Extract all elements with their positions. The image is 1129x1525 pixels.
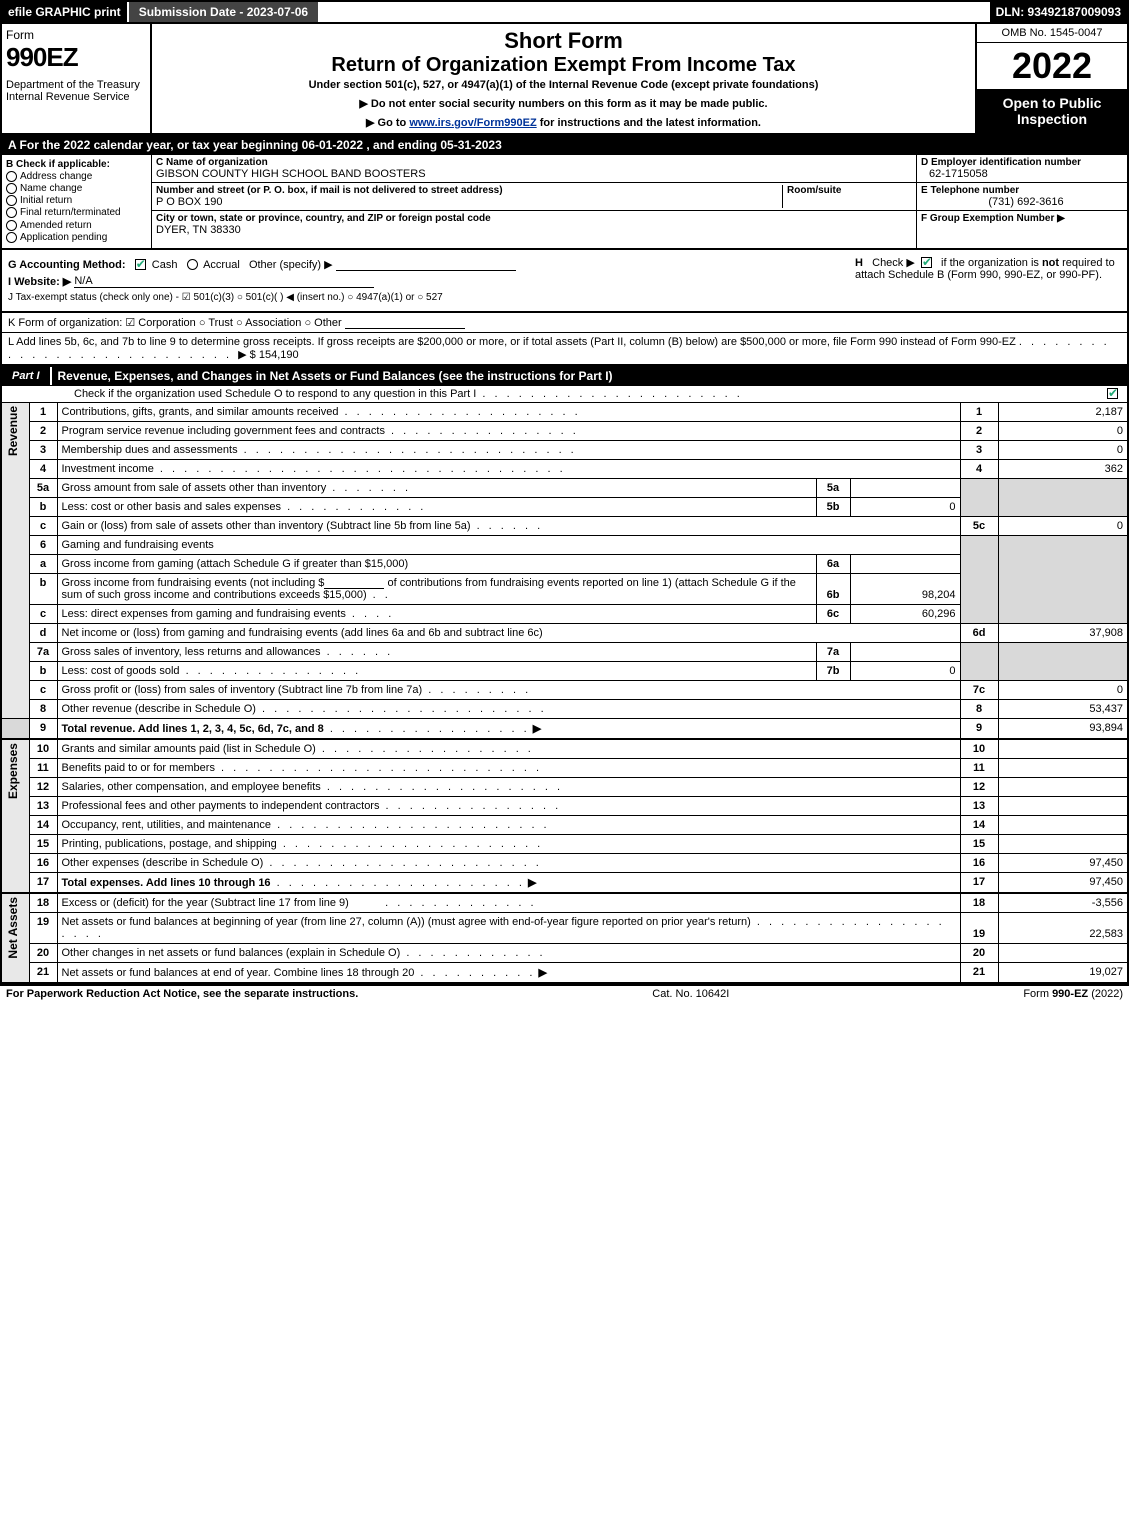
line-5c: c Gain or (loss) from sale of assets oth… <box>1 516 1128 535</box>
dept-label: Department of the Treasury Internal Reve… <box>6 79 146 103</box>
chk-amended-return[interactable]: Amended return <box>6 220 147 231</box>
e-phone: E Telephone number (731) 692-3616 <box>917 183 1127 211</box>
chk-address-change[interactable]: Address change <box>6 171 147 182</box>
line-2: 2 Program service revenue including gove… <box>1 421 1128 440</box>
line-7c: c Gross profit or (loss) from sales of i… <box>1 680 1128 699</box>
note-ssn: ▶ Do not enter social security numbers o… <box>158 97 969 110</box>
line-9: 9 Total revenue. Add lines 1, 2, 3, 4, 5… <box>1 718 1128 739</box>
chk-cash[interactable] <box>135 259 146 270</box>
line-6c: c Less: direct expenses from gaming and … <box>1 604 1128 623</box>
phone-value: (731) 692-3616 <box>921 196 1123 208</box>
line-4: 4 Investment income . . . . . . . . . . … <box>1 459 1128 478</box>
line-14: 14 Occupancy, rent, utilities, and maint… <box>1 815 1128 834</box>
side-netassets: Net Assets <box>6 897 20 959</box>
line-8: 8 Other revenue (describe in Schedule O)… <box>1 699 1128 718</box>
org-city: DYER, TN 38330 <box>156 224 912 236</box>
line-7b: b Less: cost of goods sold . . . . . . .… <box>1 661 1128 680</box>
line-21: 21 Net assets or fund balances at end of… <box>1 962 1128 983</box>
line-10: Expenses 10 Grants and similar amounts p… <box>1 739 1128 759</box>
line-6: 6 Gaming and fundraising events <box>1 535 1128 554</box>
section-bcdef: B Check if applicable: Address change Na… <box>0 155 1129 250</box>
org-street: P O BOX 190 <box>156 196 782 208</box>
f-group: F Group Exemption Number ▶ <box>917 211 1127 226</box>
line-6a: a Gross income from gaming (attach Sched… <box>1 554 1128 573</box>
form-number: 990EZ <box>6 42 146 73</box>
c-city-cell: City or town, state or province, country… <box>152 211 916 238</box>
line-13: 13 Professional fees and other payments … <box>1 796 1128 815</box>
irs-link[interactable]: www.irs.gov/Form990EZ <box>409 117 536 129</box>
row-k: K Form of organization: ☑ Corporation ○ … <box>0 313 1129 333</box>
title-1: Short Form <box>158 28 969 54</box>
side-expenses: Expenses <box>6 743 20 799</box>
col-c: C Name of organization GIBSON COUNTY HIG… <box>152 155 917 248</box>
d-ein: D Employer identification number 62-1715… <box>917 155 1127 183</box>
b-label: B Check if applicable: <box>6 159 147 170</box>
chk-h-not-required[interactable] <box>921 257 932 268</box>
section-ghij: H Check ▶ if the organization is not req… <box>0 250 1129 313</box>
ein-value: 62-1715058 <box>921 168 1123 180</box>
part-i-title: Revenue, Expenses, and Changes in Net As… <box>52 366 1127 386</box>
line-6b: b Gross income from fundraising events (… <box>1 573 1128 604</box>
line-19: 19 Net assets or fund balances at beginn… <box>1 912 1128 943</box>
l-amount: 154,190 <box>259 349 299 361</box>
line-18: Net Assets 18 Excess or (deficit) for th… <box>1 893 1128 913</box>
chk-name-change[interactable]: Name change <box>6 183 147 194</box>
line-20: 20 Other changes in net assets or fund b… <box>1 943 1128 962</box>
row-l: L Add lines 5b, 6c, and 7b to line 9 to … <box>0 333 1129 366</box>
efile-label[interactable]: efile GRAPHIC print <box>2 2 127 22</box>
line-6d: d Net income or (loss) from gaming and f… <box>1 623 1128 642</box>
header-left: Form 990EZ Department of the Treasury In… <box>2 24 152 133</box>
org-name: GIBSON COUNTY HIGH SCHOOL BAND BOOSTERS <box>156 168 912 180</box>
line-3: 3 Membership dues and assessments . . . … <box>1 440 1128 459</box>
line-17: 17 Total expenses. Add lines 10 through … <box>1 872 1128 893</box>
part-i-bar: Part I Revenue, Expenses, and Changes in… <box>0 366 1129 386</box>
c-street-cell: Number and street (or P. O. box, if mail… <box>152 183 916 211</box>
line-1: Revenue 1 Contributions, gifts, grants, … <box>1 403 1128 422</box>
title-2: Return of Organization Exempt From Incom… <box>158 54 969 77</box>
website-value: N/A <box>74 275 374 288</box>
line-12: 12 Salaries, other compensation, and emp… <box>1 777 1128 796</box>
footer-right: Form 990-EZ (2022) <box>1023 988 1123 1000</box>
part-i-label: Part I <box>2 367 52 385</box>
line-5b: b Less: cost or other basis and sales ex… <box>1 497 1128 516</box>
accounting-other-input[interactable] <box>336 270 516 271</box>
line-15: 15 Printing, publications, postage, and … <box>1 834 1128 853</box>
j-tax-exempt: J Tax-exempt status (check only one) - ☑… <box>8 292 1121 303</box>
tax-year: 2022 <box>977 43 1127 89</box>
header-right: OMB No. 1545-0047 2022 Open to Public In… <box>977 24 1127 133</box>
form-header: Form 990EZ Department of the Treasury In… <box>0 24 1129 135</box>
footer-left: For Paperwork Reduction Act Notice, see … <box>6 988 358 1000</box>
header-center: Short Form Return of Organization Exempt… <box>152 24 977 133</box>
dln: DLN: 93492187009093 <box>990 2 1127 22</box>
line-11: 11 Benefits paid to or for members . . .… <box>1 758 1128 777</box>
line-5a: 5a Gross amount from sale of assets othe… <box>1 478 1128 497</box>
h-schedule-b: H Check ▶ if the organization is not req… <box>851 256 1121 281</box>
chk-schedule-o-part-i[interactable] <box>1107 388 1118 399</box>
top-bar: efile GRAPHIC print Submission Date - 20… <box>0 0 1129 24</box>
form-word: Form <box>6 28 146 42</box>
side-revenue: Revenue <box>6 406 20 456</box>
part-i-note: Check if the organization used Schedule … <box>0 386 1129 403</box>
chk-accrual[interactable] <box>187 259 198 270</box>
footer-center: Cat. No. 10642I <box>358 988 1023 1000</box>
c-name-cell: C Name of organization GIBSON COUNTY HIG… <box>152 155 916 183</box>
chk-final-return[interactable]: Final return/terminated <box>6 207 147 218</box>
col-def: D Employer identification number 62-1715… <box>917 155 1127 248</box>
line-16: 16 Other expenses (describe in Schedule … <box>1 853 1128 872</box>
chk-application-pending[interactable]: Application pending <box>6 232 147 243</box>
chk-initial-return[interactable]: Initial return <box>6 195 147 206</box>
omb-number: OMB No. 1545-0047 <box>977 24 1127 43</box>
note-goto: ▶ Go to www.irs.gov/Form990EZ for instru… <box>158 116 969 129</box>
subtitle: Under section 501(c), 527, or 4947(a)(1)… <box>158 79 969 91</box>
open-inspection: Open to Public Inspection <box>977 89 1127 133</box>
line-7a: 7a Gross sales of inventory, less return… <box>1 642 1128 661</box>
submission-date: Submission Date - 2023-07-06 <box>127 2 318 22</box>
part-i-table: Revenue 1 Contributions, gifts, grants, … <box>0 403 1129 984</box>
page-footer: For Paperwork Reduction Act Notice, see … <box>0 984 1129 1002</box>
row-a-taxyear: A For the 2022 calendar year, or tax yea… <box>0 135 1129 155</box>
col-b: B Check if applicable: Address change Na… <box>2 155 152 248</box>
